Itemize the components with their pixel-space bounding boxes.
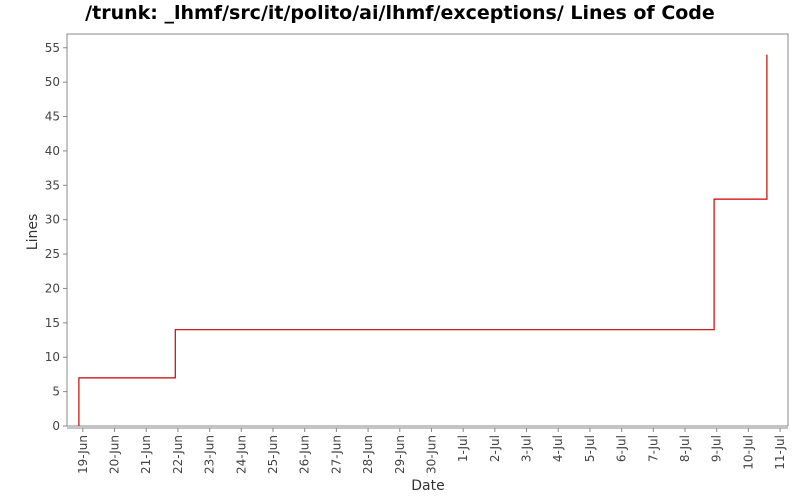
x-tick-label: 26-Jun xyxy=(298,435,312,474)
y-axis: 0 5 10 15 20 25 30 35 40 45 50 55 xyxy=(45,41,67,433)
x-tick-label: 3-Jul xyxy=(520,435,534,462)
x-tick-label: 28-Jun xyxy=(361,435,375,474)
y-tick-label: 15 xyxy=(45,316,60,330)
y-tick-label: 10 xyxy=(45,350,60,364)
x-tick-label: 6-Jul xyxy=(615,435,629,462)
chart-title: /trunk: _lhmf/src/it/polito/ai/lhmf/exce… xyxy=(85,2,715,24)
y-tick-label: 50 xyxy=(45,75,60,89)
x-tick-label: 25-Jun xyxy=(266,435,280,474)
series-line xyxy=(78,54,768,426)
x-tick-label: 8-Jul xyxy=(678,435,692,462)
x-tick-label: 20-Jun xyxy=(108,435,122,474)
plot-area xyxy=(66,33,789,427)
series-layer xyxy=(78,54,768,426)
x-tick-label: 23-Jun xyxy=(203,435,217,474)
y-tick-label: 0 xyxy=(52,419,60,433)
x-tick-label: 29-Jun xyxy=(393,435,407,474)
x-tick-label: 4-Jul xyxy=(551,435,565,462)
x-tick-label: 11-Jul xyxy=(773,435,787,470)
x-tick-label: 7-Jul xyxy=(646,435,660,462)
x-axis: 19-Jun 20-Jun 21-Jun 22-Jun 23-Jun 24-Jun 25-J… xyxy=(67,427,788,474)
y-tick-label: 25 xyxy=(45,247,60,261)
x-tick-label: 22-Jun xyxy=(171,435,185,474)
x-tick-label: 2-Jul xyxy=(488,435,502,462)
y-tick-label: 30 xyxy=(45,213,60,227)
x-tick-label: 21-Jun xyxy=(139,435,153,474)
x-tick-label: 5-Jul xyxy=(583,435,597,462)
y-tick-label: 40 xyxy=(45,144,60,158)
y-axis-title: Lines xyxy=(25,214,41,250)
x-tick-label: 9-Jul xyxy=(710,435,724,462)
y-tick-label: 55 xyxy=(45,41,60,55)
y-tick-label: 35 xyxy=(45,178,60,192)
y-tick-label: 5 xyxy=(52,385,60,399)
x-tick-label: 27-Jun xyxy=(329,435,343,474)
x-tick-label: 1-Jul xyxy=(456,435,470,462)
y-tick-label: 45 xyxy=(45,110,60,124)
x-tick-label: 10-Jul xyxy=(741,435,755,470)
x-tick-label: 19-Jun xyxy=(76,435,90,474)
x-axis-title: Date xyxy=(411,478,444,494)
x-tick-label: 30-Jun xyxy=(424,435,438,474)
x-tick-label: 24-Jun xyxy=(234,435,248,474)
y-tick-label: 20 xyxy=(45,281,60,295)
